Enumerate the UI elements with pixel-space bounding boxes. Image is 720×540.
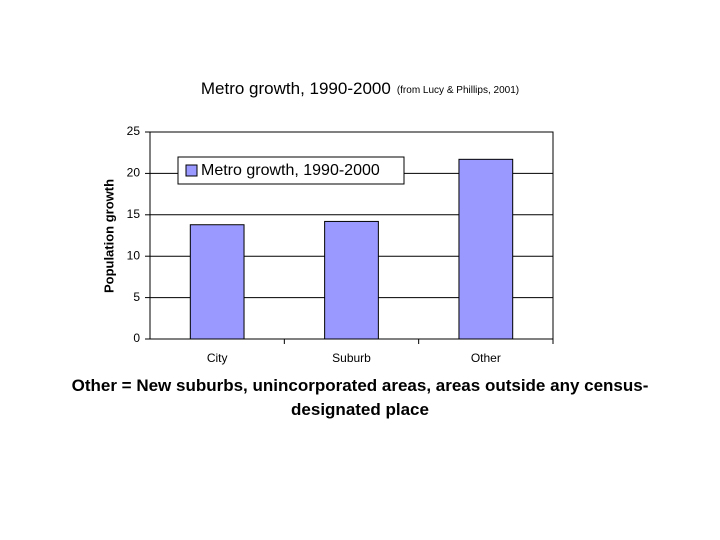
chart-title: Metro growth, 1990-2000 (from Lucy & Phil… [201,79,519,98]
y-tick-label: 15 [127,207,141,221]
y-tick-label: 25 [127,124,141,138]
y-tick-label: 0 [133,331,140,345]
y-tick-label: 5 [133,290,140,304]
x-tick-label: Other [471,351,501,365]
x-tick-label: Suburb [332,351,371,365]
x-tick-label: City [207,351,228,365]
y-tick-label: 20 [127,166,141,180]
bar [189,224,245,340]
y-tick-label: 10 [127,248,141,262]
caption: Other = New suburbs, unincorporated area… [71,376,649,419]
bar [324,220,379,340]
chart: Metro growth, 1990-2000 (from Lucy & Phil… [101,79,554,365]
bar [458,158,514,340]
subtitle: (from Lucy & Phillips, 2001) [397,85,519,96]
legend-label: Metro growth, 1990-2000 [201,162,380,179]
legend-box [177,156,405,185]
legend-swatch [185,164,198,177]
y-axis-label: Population growth [101,179,116,293]
title: Metro growth, 1990-2000 [201,79,391,98]
